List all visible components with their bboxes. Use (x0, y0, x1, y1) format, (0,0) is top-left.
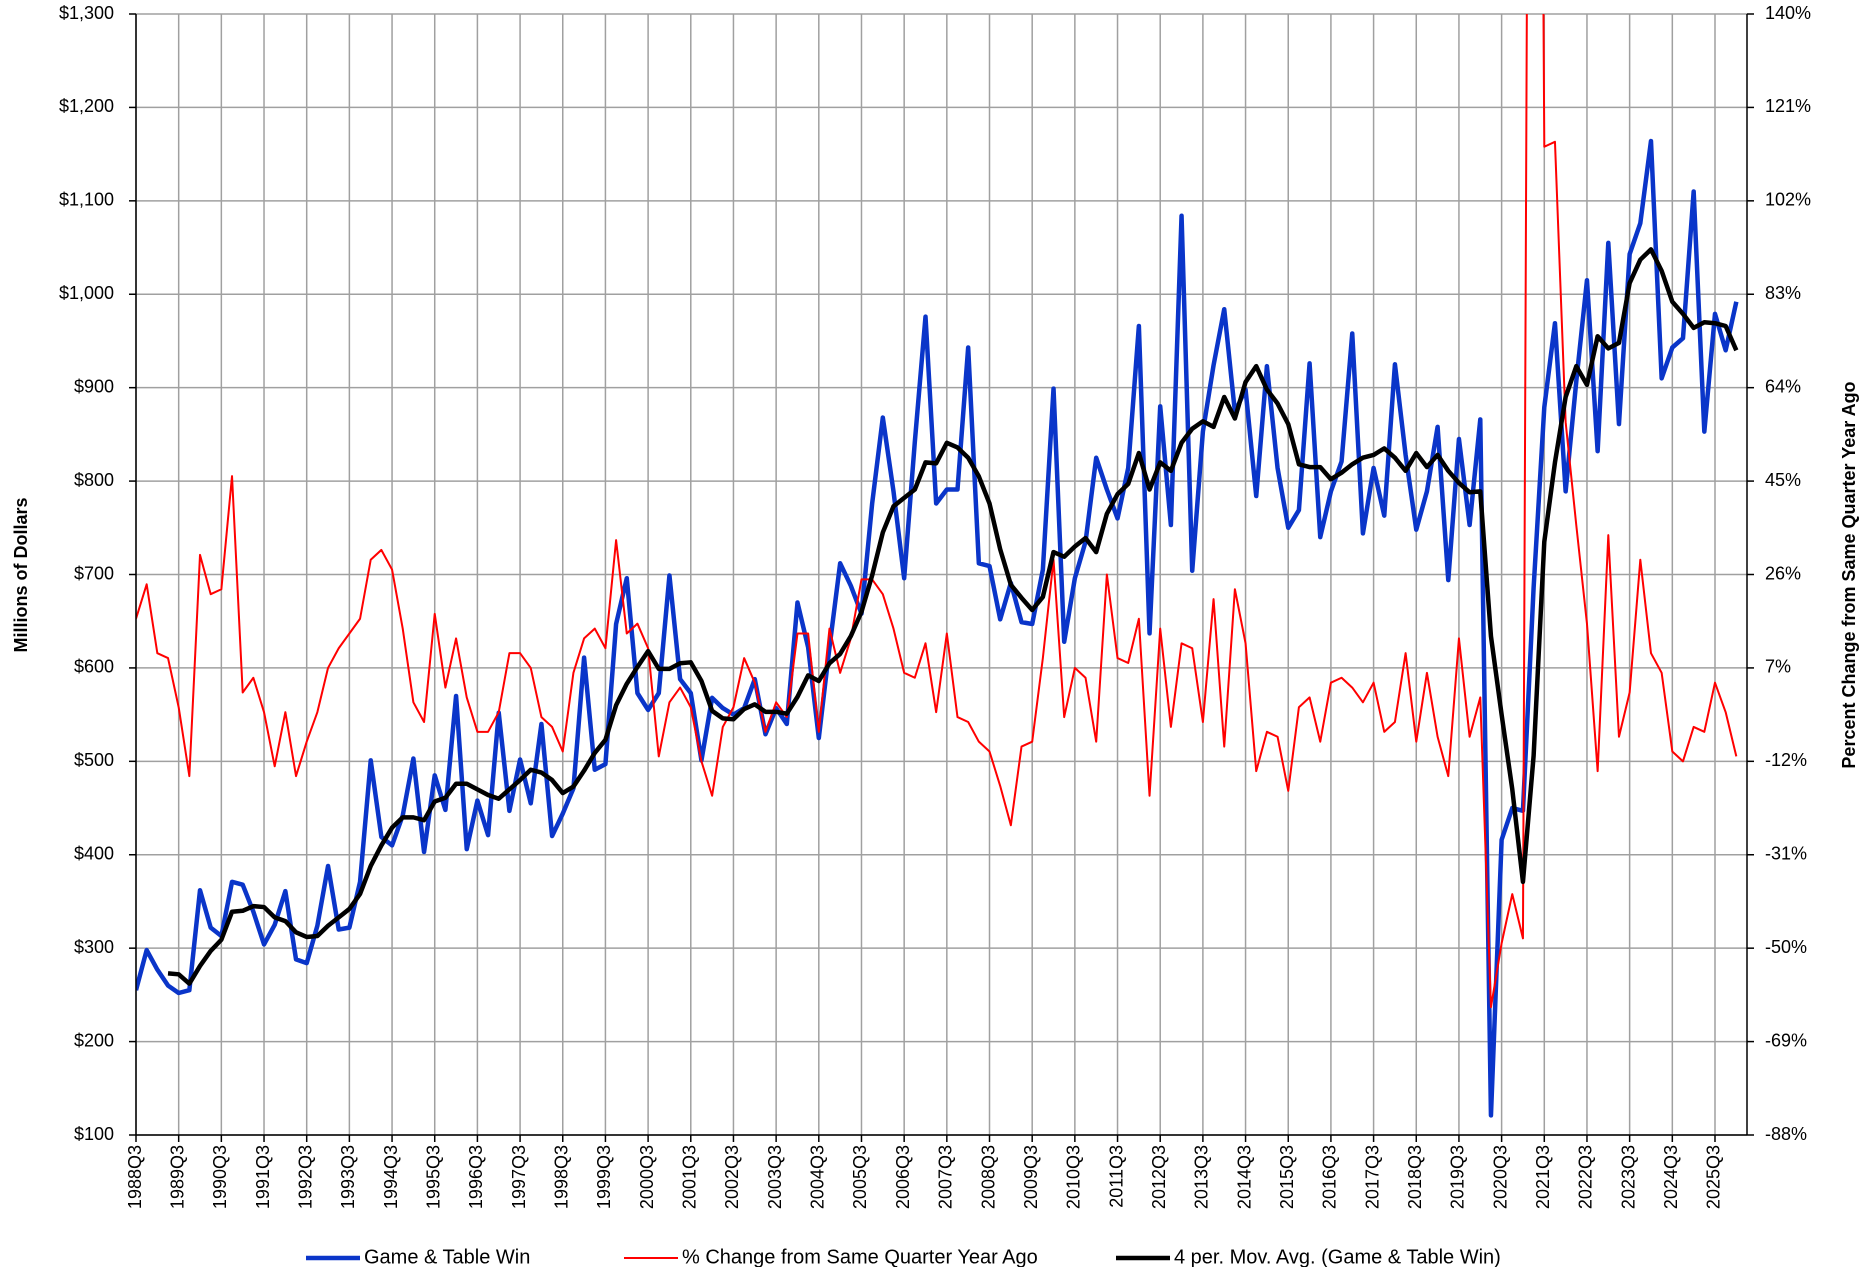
y-tick-label: $200 (74, 1030, 114, 1050)
x-tick-label: 2007Q3 (936, 1145, 956, 1209)
y-tick-label: $1,200 (59, 96, 114, 116)
y2-tick-label: -88% (1765, 1124, 1807, 1144)
y2-tick-label: 83% (1765, 283, 1801, 303)
y-tick-label: $900 (74, 376, 114, 396)
y-tick-label: $400 (74, 844, 114, 864)
y2-tick-label: 26% (1765, 563, 1801, 583)
x-tick-label: 2010Q3 (1064, 1145, 1084, 1209)
y-tick-label: $700 (74, 563, 114, 583)
x-tick-label: 2016Q3 (1320, 1145, 1340, 1209)
y2-axis-title: Percent Change from Same Quarter Year Ag… (1839, 381, 1859, 768)
x-tick-label: 1992Q3 (295, 1145, 315, 1209)
y-tick-label: $500 (74, 750, 114, 770)
y2-tick-label: -50% (1765, 937, 1807, 957)
y2-tick-label: 102% (1765, 190, 1811, 210)
x-tick-label: 2018Q3 (1405, 1145, 1425, 1209)
y-tick-label: $100 (74, 1124, 114, 1144)
x-tick-label: 2008Q3 (978, 1145, 998, 1209)
x-tick-label: 1990Q3 (210, 1145, 230, 1209)
x-tick-label: 2013Q3 (1192, 1145, 1212, 1209)
legend-label: Game & Table Win (364, 1246, 530, 1267)
grid (135, 13, 1747, 1136)
legend-label: 4 per. Mov. Avg. (Game & Table Win) (1174, 1246, 1501, 1267)
x-tick-label: 2014Q3 (1234, 1145, 1254, 1209)
x-tick-label: 2012Q3 (1149, 1145, 1169, 1209)
x-tick-label: 1994Q3 (381, 1145, 401, 1209)
x-tick-label: 1997Q3 (509, 1145, 529, 1209)
series-line (136, 14, 1738, 1009)
x-tick-label: 2011Q3 (1106, 1145, 1126, 1208)
x-tick-label: 1996Q3 (466, 1145, 486, 1209)
x-tick-label: 2023Q3 (1618, 1145, 1638, 1209)
x-tick-label: 1998Q3 (552, 1145, 572, 1209)
x-tick-label: 2003Q3 (765, 1145, 785, 1209)
y2-tick-label: 64% (1765, 376, 1801, 396)
y-tick-label: $300 (74, 937, 114, 957)
x-tick-label: 2005Q3 (850, 1145, 870, 1209)
y2-tick-label: -12% (1765, 750, 1807, 770)
y2-tick-label: 45% (1765, 470, 1801, 490)
axes: $100 $200 $300 $400 $500 $600 $700 $800 $900 $1,0… (59, 3, 1811, 1209)
y2-tick-label: -69% (1765, 1030, 1807, 1050)
x-tick-label: 2021Q3 (1533, 1145, 1553, 1209)
x-tick-label: 1993Q3 (338, 1145, 358, 1209)
x-tick-label: 2000Q3 (637, 1145, 657, 1209)
x-tick-label: 1989Q3 (167, 1145, 187, 1209)
y2-tick-label: 7% (1765, 657, 1791, 677)
y-axis-title: Millions of Dollars (11, 497, 31, 652)
y-tick-label: $1,100 (59, 190, 114, 210)
x-tick-label: 2002Q3 (722, 1145, 742, 1209)
x-tick-label: 1999Q3 (594, 1145, 614, 1209)
series-line (167, 247, 1739, 986)
y2-tick-label: 121% (1765, 96, 1811, 116)
y-tick-label: $1,300 (59, 3, 114, 23)
plot-area (136, 14, 1739, 1118)
x-tick-label: 1991Q3 (253, 1145, 273, 1209)
y-tick-label: $800 (74, 470, 114, 490)
y2-tick-label: -31% (1765, 844, 1807, 864)
x-tick-label: 2022Q3 (1576, 1145, 1596, 1209)
legend-label: % Change from Same Quarter Year Ago (682, 1246, 1038, 1267)
x-tick-label: 2004Q3 (808, 1145, 828, 1209)
y-tick-label: $600 (74, 657, 114, 677)
y2-tick-label: 140% (1765, 3, 1811, 23)
x-tick-label: 2020Q3 (1490, 1145, 1510, 1209)
x-tick-label: 2006Q3 (893, 1145, 913, 1209)
x-tick-label: 2025Q3 (1704, 1145, 1724, 1209)
x-tick-label: 2019Q3 (1448, 1145, 1468, 1209)
x-tick-label: 2024Q3 (1661, 1145, 1681, 1209)
x-tick-label: 2015Q3 (1277, 1145, 1297, 1209)
y-tick-label: $1,000 (59, 283, 114, 303)
x-tick-label: 1988Q3 (125, 1145, 145, 1209)
x-tick-label: 2017Q3 (1362, 1145, 1382, 1209)
x-tick-label: 2009Q3 (1021, 1145, 1041, 1209)
x-tick-label: 2001Q3 (680, 1145, 700, 1209)
x-tick-label: 1995Q3 (423, 1145, 443, 1209)
